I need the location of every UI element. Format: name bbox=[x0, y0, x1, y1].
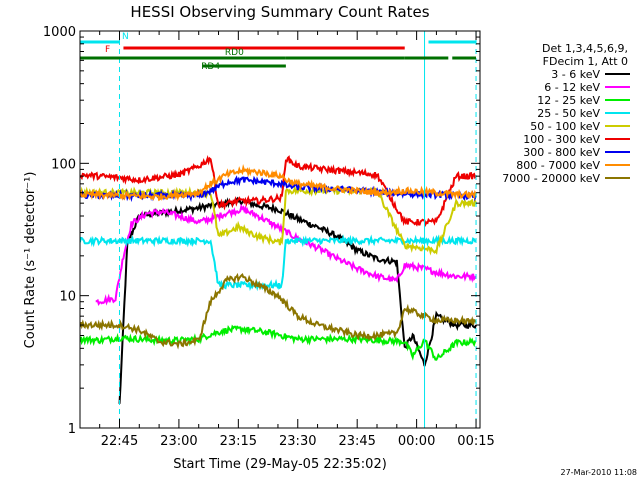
y-tick-label: 10 bbox=[59, 290, 76, 305]
series-line-7 bbox=[80, 164, 477, 202]
legend-label: 3 - 6 keV bbox=[551, 68, 600, 81]
plot-area: N F RD0 RD4 bbox=[80, 31, 477, 428]
y-tick-label: 1 bbox=[68, 422, 76, 437]
legend-label: 100 - 300 keV bbox=[523, 133, 600, 146]
legend-label: 300 - 800 keV bbox=[523, 146, 600, 159]
x-tick-label: 00:15 bbox=[457, 434, 494, 449]
x-axis-label: Start Time (29-May-05 22:35:02) bbox=[173, 457, 387, 472]
series-line-2 bbox=[80, 324, 477, 361]
x-tick-label: 22:45 bbox=[101, 434, 138, 449]
x-tick-label: 00:00 bbox=[398, 434, 435, 449]
plot-frame bbox=[79, 30, 481, 429]
legend-header: Det 1,3,4,5,6,9, bbox=[542, 42, 628, 55]
x-tick-label: 23:30 bbox=[279, 434, 316, 449]
legend: Det 1,3,4,5,6,9,FDecim 1, Att 03 - 6 keV… bbox=[502, 42, 630, 185]
flag-label-rd4: RD4 bbox=[201, 62, 220, 72]
series-line-5 bbox=[80, 155, 477, 227]
series-line-8 bbox=[80, 272, 477, 350]
x-tick-label: 23:00 bbox=[160, 434, 197, 449]
legend-label: 6 - 12 keV bbox=[544, 81, 600, 94]
legend-label: 25 - 50 keV bbox=[537, 107, 600, 120]
y-axis-label: Count Rate (s⁻¹ detector⁻¹) bbox=[23, 172, 38, 349]
legend-label: 50 - 100 keV bbox=[530, 120, 600, 133]
series-line-0 bbox=[118, 196, 477, 404]
legend-label: 7000 - 20000 keV bbox=[502, 172, 600, 185]
axes: 1 10 100 1000 22:45 23:00 23:15 23:30 23:45 00:00… bbox=[43, 25, 495, 449]
x-tick-label: 23:45 bbox=[338, 434, 375, 449]
x-tick-label: 23:15 bbox=[220, 434, 257, 449]
series-line-3 bbox=[80, 234, 477, 292]
timestamp: 27-Mar-2010 11:08 bbox=[561, 468, 638, 477]
series-line-1 bbox=[95, 203, 477, 307]
flag-label-rd0: RD0 bbox=[225, 48, 244, 58]
flag-label-f: F bbox=[105, 45, 110, 55]
y-tick-label: 1000 bbox=[43, 25, 76, 40]
chart-title: HESSI Observing Summary Count Rates bbox=[130, 3, 429, 21]
legend-header: FDecim 1, Att 0 bbox=[543, 55, 628, 68]
legend-label: 800 - 7000 keV bbox=[516, 159, 600, 172]
y-tick-label: 100 bbox=[51, 157, 76, 172]
legend-label: 12 - 25 keV bbox=[537, 94, 600, 107]
flag-label-n: N bbox=[122, 32, 129, 42]
